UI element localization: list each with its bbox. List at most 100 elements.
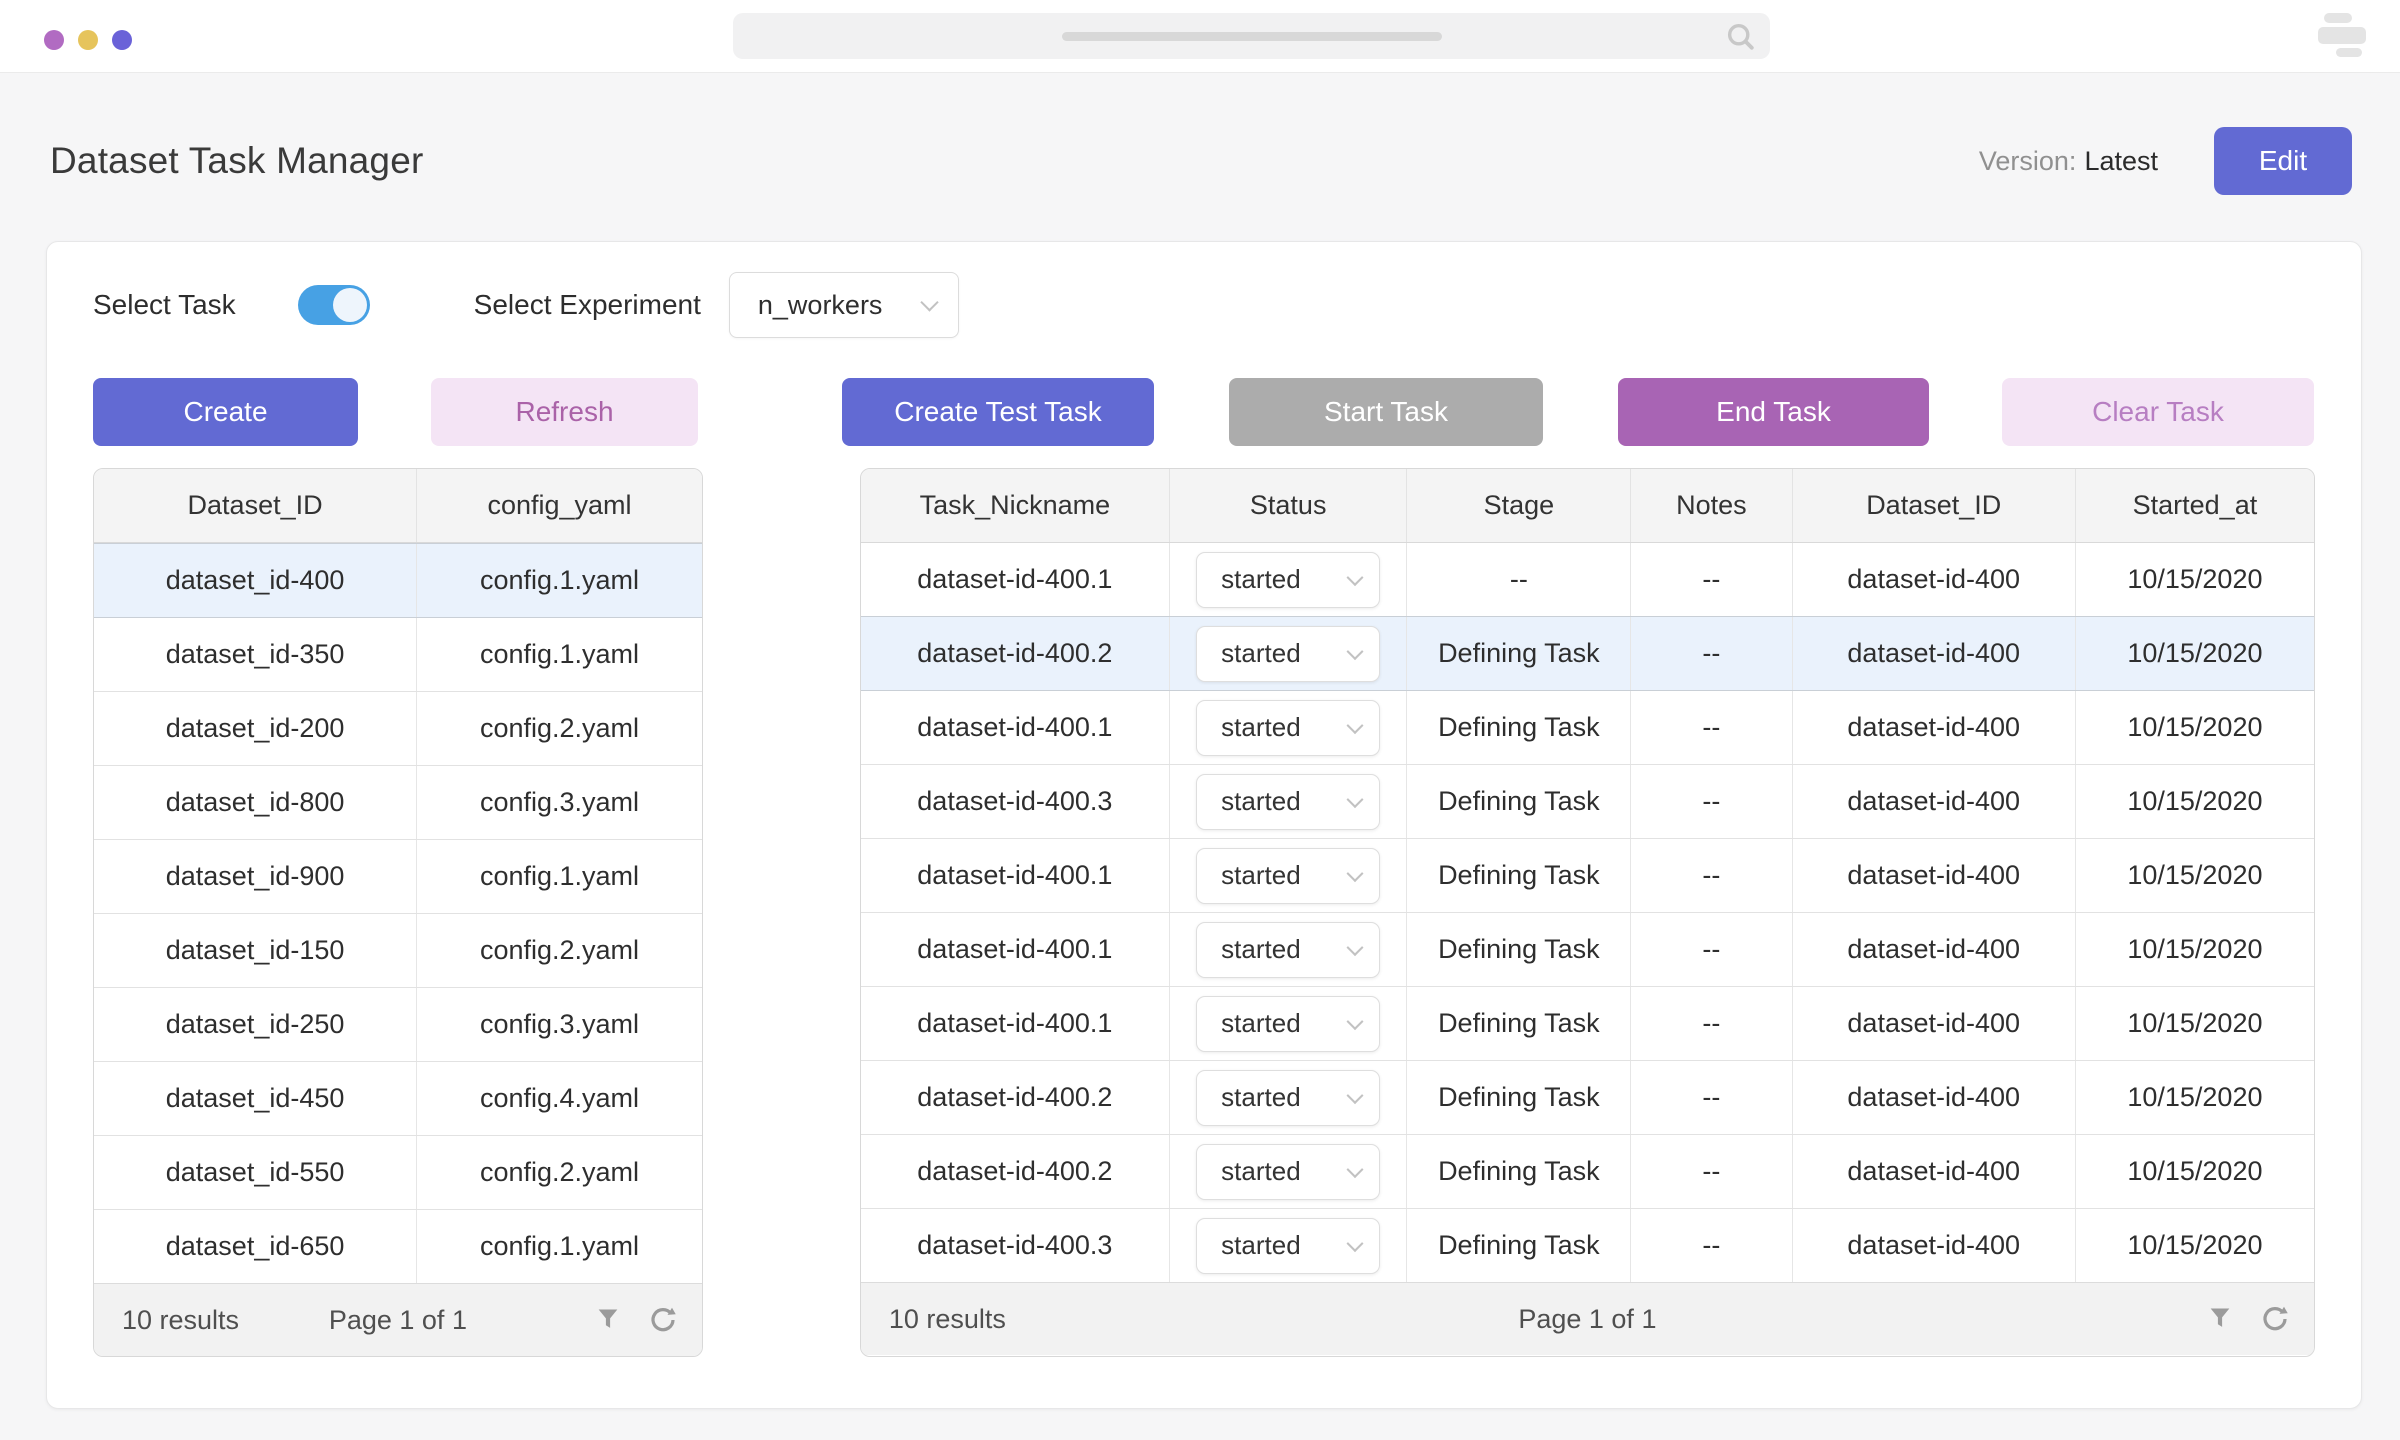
dataset-id-cell: dataset-id-400	[1791, 765, 2075, 838]
experiment-select-value: n_workers	[757, 289, 883, 320]
start-task-button[interactable]: Start Task	[1229, 378, 1543, 446]
table-row[interactable]: dataset_id-800 config.3.yaml	[94, 765, 702, 839]
refresh-icon[interactable]	[2260, 1304, 2290, 1334]
window-dot-purple[interactable]	[44, 30, 64, 50]
page-info: Page 1 of 1	[328, 1304, 467, 1335]
edit-button[interactable]: Edit	[2214, 127, 2352, 195]
status-select[interactable]: started	[1196, 699, 1381, 756]
table-row[interactable]: dataset_id-550 config.2.yaml	[94, 1135, 702, 1209]
dataset-id-cell: dataset_id-450	[165, 1083, 345, 1113]
table-row[interactable]: dataset-id-400.1 started Defining Task -- da…	[860, 838, 2314, 912]
version-label: Version:	[1978, 145, 2077, 176]
chevron-down-icon	[1346, 642, 1364, 660]
config-yaml-cell: config.3.yaml	[416, 988, 702, 1061]
started-at-cell: 10/15/2020	[2074, 691, 2314, 764]
status-select[interactable]: started	[1196, 1217, 1381, 1274]
end-task-button[interactable]: End Task	[1618, 378, 1929, 446]
table-row[interactable]: dataset_id-900 config.1.yaml	[94, 839, 702, 913]
column-header-status[interactable]: Status	[1168, 469, 1407, 542]
status-select[interactable]: started	[1196, 847, 1381, 904]
column-header-config-yaml[interactable]: config_yaml	[416, 469, 702, 542]
notes-cell: --	[1630, 543, 1791, 616]
status-cell: started	[1168, 543, 1407, 616]
address-search-bar[interactable]	[733, 13, 1770, 59]
status-cell: started	[1168, 1209, 1407, 1282]
table-row[interactable]: dataset-id-400.1 started Defining Task -- da…	[860, 912, 2314, 986]
table-row[interactable]: dataset-id-400.2 started Defining Task -- da…	[860, 1134, 2314, 1208]
config-yaml-cell: config.3.yaml	[416, 766, 702, 839]
table-row[interactable]: dataset_id-650 config.1.yaml	[94, 1209, 702, 1283]
table-row[interactable]: dataset_id-250 config.3.yaml	[94, 987, 702, 1061]
status-select[interactable]: started	[1196, 1069, 1381, 1126]
action-buttons-row: Create Refresh Create Test Task Start Ta…	[93, 378, 2315, 446]
status-select[interactable]: started	[1196, 921, 1381, 978]
experiment-select[interactable]: n_workers	[728, 272, 959, 338]
table-row[interactable]: dataset_id-400 config.1.yaml	[94, 543, 702, 617]
chevron-down-icon	[1346, 1160, 1364, 1178]
table-row[interactable]: dataset-id-400.1 started -- -- dataset-id-40…	[860, 543, 2314, 616]
started-at-cell: 10/15/2020	[2074, 1209, 2314, 1282]
table-row[interactable]: dataset-id-400.1 started Defining Task -- da…	[860, 690, 2314, 764]
task-nickname-cell: dataset-id-400.1	[917, 860, 1113, 890]
refresh-button[interactable]: Refresh	[431, 378, 698, 446]
dataset-id-cell: dataset-id-400	[1791, 1135, 2075, 1208]
started-at-cell: 10/15/2020	[2074, 913, 2314, 986]
dataset-id-cell: dataset-id-400	[1791, 913, 2075, 986]
select-task-toggle[interactable]	[297, 285, 370, 325]
column-header-notes[interactable]: Notes	[1630, 469, 1791, 542]
table-row[interactable]: dataset_id-350 config.1.yaml	[94, 617, 702, 691]
create-test-task-button[interactable]: Create Test Task	[842, 378, 1154, 446]
config-yaml-cell: config.4.yaml	[416, 1062, 702, 1135]
stage-cell: Defining Task	[1406, 691, 1630, 764]
clear-task-button[interactable]: Clear Task	[2002, 378, 2314, 446]
dataset-id-cell: dataset-id-400	[1791, 987, 2075, 1060]
started-at-cell: 10/15/2020	[2074, 1061, 2314, 1134]
window-dot-indigo[interactable]	[112, 30, 132, 50]
refresh-icon[interactable]	[648, 1305, 678, 1335]
toggle-knob	[332, 288, 367, 322]
browser-menu-icon[interactable]	[2318, 13, 2370, 57]
filter-icon[interactable]	[2206, 1305, 2234, 1333]
chevron-down-icon	[1346, 1234, 1364, 1252]
notes-cell: --	[1630, 1209, 1791, 1282]
table-row[interactable]: dataset-id-400.1 started Defining Task -- da…	[860, 986, 2314, 1060]
results-count: 10 results	[122, 1304, 240, 1335]
notes-cell: --	[1630, 765, 1791, 838]
dataset-id-cell: dataset-id-400	[1791, 617, 2075, 690]
dataset-id-cell: dataset_id-350	[165, 639, 345, 669]
column-header-task-nickname[interactable]: Task_Nickname	[919, 490, 1111, 520]
column-header-dataset-id[interactable]: Dataset_ID	[1791, 469, 2075, 542]
chevron-down-icon	[920, 293, 939, 312]
table-row[interactable]: dataset-id-400.3 started Defining Task -- da…	[860, 1208, 2314, 1282]
task-nickname-cell: dataset-id-400.1	[917, 934, 1113, 964]
status-select[interactable]: started	[1196, 625, 1381, 682]
main-panel: Select Task Select Experiment n_workers …	[46, 241, 2362, 1409]
window-dot-yellow[interactable]	[78, 30, 98, 50]
status-cell: started	[1168, 987, 1407, 1060]
table-row[interactable]: dataset-id-400.3 started Defining Task -- da…	[860, 764, 2314, 838]
table-row[interactable]: dataset-id-400.2 started Defining Task -- da…	[860, 616, 2314, 690]
config-yaml-cell: config.2.yaml	[416, 692, 702, 765]
dataset-id-cell: dataset-id-400	[1791, 1209, 2075, 1282]
stage-cell: Defining Task	[1406, 1209, 1630, 1282]
started-at-cell: 10/15/2020	[2074, 987, 2314, 1060]
status-select[interactable]: started	[1196, 995, 1381, 1052]
table-row[interactable]: dataset_id-150 config.2.yaml	[94, 913, 702, 987]
started-at-cell: 10/15/2020	[2074, 765, 2314, 838]
column-header-dataset-id[interactable]: Dataset_ID	[187, 490, 323, 520]
status-cell: started	[1168, 1061, 1407, 1134]
filter-icon[interactable]	[594, 1306, 622, 1334]
stage-cell: Defining Task	[1406, 1061, 1630, 1134]
create-button[interactable]: Create	[93, 378, 358, 446]
started-at-cell: 10/15/2020	[2074, 617, 2314, 690]
task-table-body: dataset-id-400.1 started -- -- dataset-id-40…	[860, 543, 2314, 1282]
table-row[interactable]: dataset-id-400.2 started Defining Task -- da…	[860, 1060, 2314, 1134]
column-header-stage[interactable]: Stage	[1406, 469, 1630, 542]
status-select[interactable]: started	[1196, 551, 1381, 608]
table-row[interactable]: dataset_id-200 config.2.yaml	[94, 691, 702, 765]
task-nickname-cell: dataset-id-400.1	[917, 1008, 1113, 1038]
status-select[interactable]: started	[1196, 1143, 1381, 1200]
status-select[interactable]: started	[1196, 773, 1381, 830]
table-row[interactable]: dataset_id-450 config.4.yaml	[94, 1061, 702, 1135]
column-header-started-at[interactable]: Started_at	[2074, 469, 2314, 542]
